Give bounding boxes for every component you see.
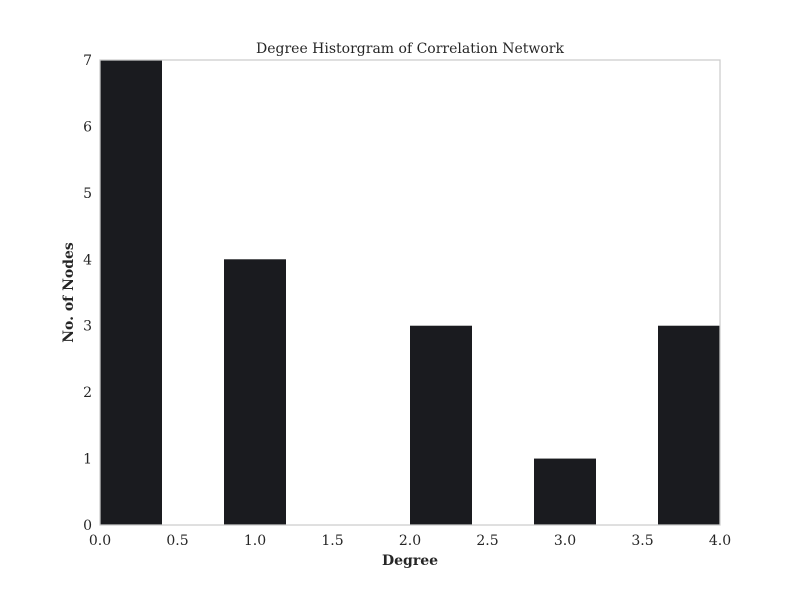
bars-layer (100, 60, 720, 525)
histogram-bar (224, 259, 286, 525)
y-tick-label: 5 (83, 186, 92, 202)
x-tick-label: 4.0 (709, 533, 731, 549)
x-tick-label: 3.5 (631, 533, 653, 549)
x-tick-label: 0.5 (166, 533, 188, 549)
x-tick-label: 2.5 (476, 533, 498, 549)
y-axis-label: No. of Nodes (61, 242, 77, 343)
y-tick-labels: 0 1 2 3 4 5 6 7 (83, 53, 92, 534)
chart-title: Degree Historgram of Correlation Network (256, 41, 564, 57)
y-tick-label: 0 (83, 518, 92, 534)
x-tick-label: 1.5 (321, 533, 343, 549)
x-tick-labels: 0.0 0.5 1.0 1.5 2.0 2.5 3.0 3.5 4.0 (89, 533, 731, 549)
y-tick-label: 1 (83, 452, 92, 468)
y-tick-label: 7 (83, 53, 92, 69)
y-tick-label: 4 (83, 252, 92, 268)
x-tick-label: 0.0 (89, 533, 111, 549)
x-tick-label: 3.0 (554, 533, 576, 549)
y-tick-label: 2 (83, 385, 92, 401)
y-tick-label: 6 (83, 119, 92, 135)
plot-frame (99, 59, 721, 526)
histogram-bar (410, 325, 472, 525)
histogram-bar (658, 325, 720, 525)
x-tick-label: 2.0 (399, 533, 421, 549)
histogram-bar (100, 60, 162, 525)
y-tick-label: 3 (83, 319, 92, 335)
x-axis-label: Degree (382, 553, 438, 569)
x-tick-label: 1.0 (244, 533, 266, 549)
histogram-bar (534, 458, 596, 525)
